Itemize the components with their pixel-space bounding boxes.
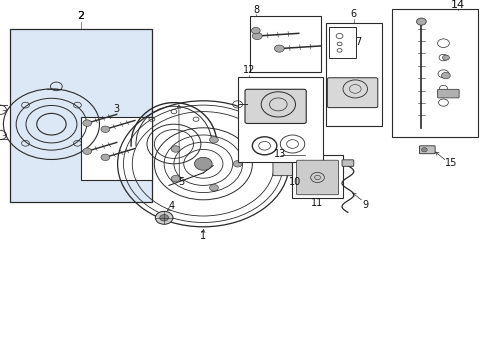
FancyBboxPatch shape	[245, 89, 306, 123]
Text: 2: 2	[77, 11, 84, 21]
Text: 3: 3	[114, 104, 120, 114]
Text: 10: 10	[289, 177, 301, 187]
Circle shape	[233, 161, 242, 167]
Circle shape	[442, 55, 449, 60]
Circle shape	[251, 27, 260, 34]
Text: 2: 2	[77, 11, 84, 21]
Circle shape	[155, 211, 173, 224]
Text: 1: 1	[200, 231, 206, 241]
FancyBboxPatch shape	[342, 160, 354, 166]
Text: 5: 5	[178, 177, 184, 187]
Text: 8: 8	[253, 5, 259, 15]
Text: 12: 12	[243, 65, 255, 75]
FancyBboxPatch shape	[438, 89, 459, 98]
Text: 6: 6	[351, 9, 357, 19]
Circle shape	[195, 157, 212, 170]
Bar	[329, 27, 356, 58]
FancyBboxPatch shape	[296, 160, 339, 195]
FancyBboxPatch shape	[273, 162, 313, 176]
Circle shape	[210, 185, 219, 191]
Bar	[250, 16, 321, 72]
Circle shape	[101, 154, 110, 161]
Bar	[10, 29, 152, 202]
Text: 4: 4	[169, 201, 174, 211]
FancyBboxPatch shape	[327, 78, 378, 108]
Circle shape	[274, 45, 284, 52]
Bar	[238, 77, 323, 162]
Circle shape	[210, 136, 219, 143]
Text: 11: 11	[312, 198, 323, 208]
Text: 15: 15	[444, 158, 457, 168]
Circle shape	[441, 72, 450, 79]
Text: 14: 14	[451, 0, 465, 10]
FancyBboxPatch shape	[419, 146, 435, 154]
Circle shape	[101, 126, 110, 132]
Text: 13: 13	[274, 149, 286, 159]
Circle shape	[421, 148, 427, 152]
Bar	[326, 23, 382, 126]
FancyBboxPatch shape	[275, 130, 311, 165]
Circle shape	[416, 18, 426, 25]
Circle shape	[83, 148, 92, 154]
Bar	[292, 155, 343, 198]
Text: 7: 7	[356, 37, 362, 48]
Circle shape	[171, 146, 180, 152]
Circle shape	[171, 175, 180, 182]
Text: 9: 9	[362, 200, 368, 210]
Bar	[81, 117, 152, 180]
Circle shape	[83, 120, 92, 126]
Bar	[392, 9, 478, 137]
Circle shape	[160, 215, 169, 221]
Circle shape	[252, 32, 262, 40]
